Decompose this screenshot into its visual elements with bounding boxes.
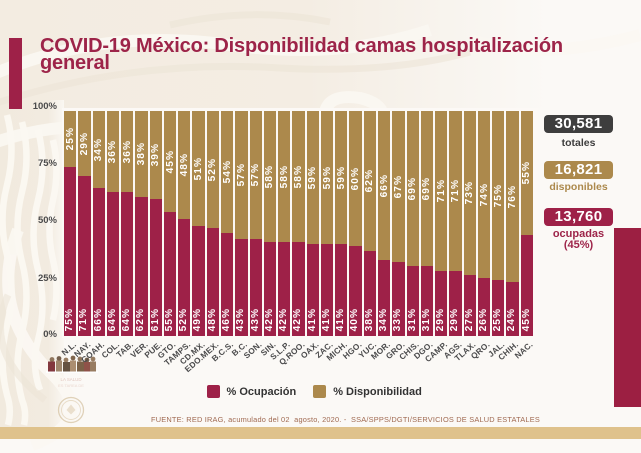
svg-text:ES TAREA DE: ES TAREA DE — [58, 383, 84, 388]
svg-text:LA SALUD: LA SALUD — [61, 377, 82, 382]
